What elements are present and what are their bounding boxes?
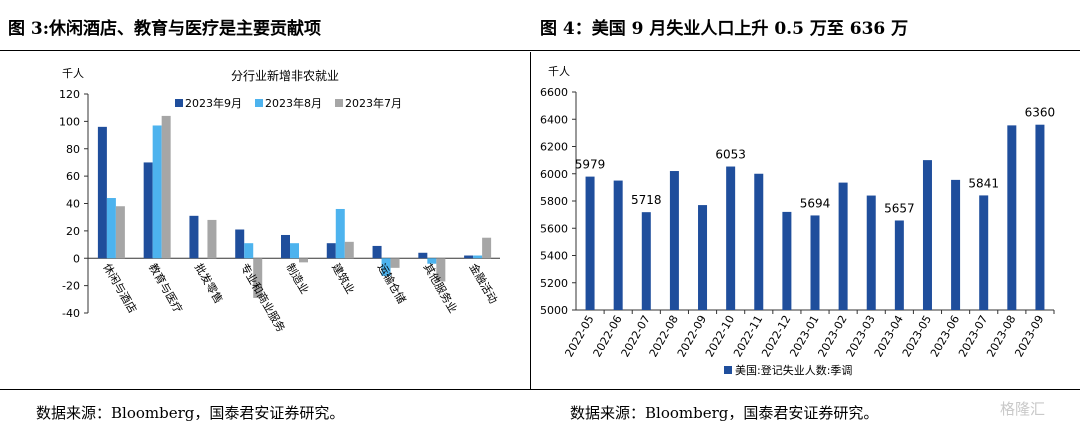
right-source-note: 数据来源：Bloomberg，国泰君安证券研究。 <box>570 404 879 422</box>
left-bar <box>381 258 391 277</box>
right-bar <box>726 166 736 310</box>
left-y-unit: 千人 <box>62 67 84 80</box>
left-bar <box>473 255 483 259</box>
left-bar <box>482 237 492 259</box>
left-category-label: 休闲与酒店 <box>100 261 140 316</box>
right-y-tick-label: 6200 <box>540 141 568 154</box>
left-bar <box>418 252 428 259</box>
right-data-label: 5694 <box>800 196 831 210</box>
left-chart-title: 分行业新增非农就业 <box>231 68 339 83</box>
left-bar <box>244 243 254 259</box>
left-y-tick-label: 120 <box>59 88 80 101</box>
left-bar <box>143 162 153 259</box>
left-y-tick-label: 80 <box>66 143 80 156</box>
right-panel-title: 图 4：美国 9 月失业人口上升 0.5 万至 636 万 <box>540 19 909 39</box>
left-y-tick-label: 40 <box>66 198 80 211</box>
left-category-label: 教育与医疗 <box>146 261 186 316</box>
right-y-tick-label: 5600 <box>540 222 568 235</box>
right-bar <box>894 220 904 310</box>
right-y-tick-label: 6400 <box>540 113 568 126</box>
left-y-tick-label: 0 <box>73 252 80 265</box>
left-category-label: 金融活动 <box>467 261 501 306</box>
right-bar <box>613 180 623 310</box>
left-bar <box>97 126 107 259</box>
left-bar <box>427 258 437 264</box>
left-y-tick-label: 60 <box>66 170 80 183</box>
right-y-tick-label: 5000 <box>540 304 568 317</box>
right-legend-label: 美国:登记失业人数:季调 <box>735 363 852 377</box>
left-bar <box>115 206 125 259</box>
right-bar <box>585 176 595 310</box>
right-bar <box>838 182 848 310</box>
left-bar <box>464 255 474 259</box>
header-rule <box>0 50 1080 51</box>
watermark-logo: 格隆汇 <box>1000 400 1046 418</box>
left-bar <box>189 215 199 259</box>
left-legend-swatch <box>175 99 183 107</box>
left-bar <box>372 245 382 259</box>
left-y-tick-label: -20 <box>62 280 80 293</box>
left-bar <box>390 258 400 268</box>
left-bar <box>436 258 446 282</box>
right-bar <box>1035 124 1045 310</box>
left-bar <box>106 198 116 259</box>
right-data-label: 5657 <box>884 201 915 215</box>
left-bar <box>253 258 263 298</box>
right-data-label: 5979 <box>575 158 606 172</box>
right-bar <box>641 212 651 310</box>
right-y-tick-label: 6000 <box>540 168 568 181</box>
left-bar <box>335 208 345 259</box>
right-bar <box>782 211 792 310</box>
right-y-tick-label: 5200 <box>540 277 568 290</box>
left-bar <box>235 229 245 259</box>
left-legend-label: 2023年8月 <box>265 96 322 110</box>
right-bar <box>810 215 820 310</box>
right-bar <box>922 160 932 310</box>
right-bar <box>698 205 708 310</box>
left-y-tick-label: 100 <box>59 115 80 128</box>
left-panel-title: 图 3:休闲酒店、教育与医疗是主要贡献项 <box>8 19 322 39</box>
left-legend-label: 2023年9月 <box>185 96 242 110</box>
left-legend-swatch <box>335 99 343 107</box>
left-y-tick-label: 20 <box>66 225 80 238</box>
right-bar <box>951 179 961 310</box>
left-category-label: 专业和商业服务 <box>238 261 289 335</box>
left-bar <box>281 234 290 259</box>
right-y-tick-label: 5400 <box>540 250 568 263</box>
right-bar <box>669 171 679 310</box>
left-legend-label: 2023年7月 <box>345 96 402 110</box>
left-category-label: 制造业 <box>283 261 312 297</box>
left-bar <box>299 258 308 263</box>
right-data-label: 6053 <box>715 148 746 162</box>
left-y-tick-label: -40 <box>62 307 80 320</box>
right-bar <box>1007 125 1017 310</box>
right-y-tick-label: 6600 <box>540 86 568 99</box>
right-bar <box>866 195 876 310</box>
right-data-label: 5718 <box>631 193 662 207</box>
left-bar <box>326 243 336 259</box>
left-legend-swatch <box>255 99 263 107</box>
left-source-note: 数据来源：Bloomberg，国泰君安证券研究。 <box>36 404 345 422</box>
footer-rule <box>0 389 1080 390</box>
panel-divider <box>530 52 531 390</box>
left-category-label: 建筑业 <box>329 261 358 297</box>
left-bar <box>161 115 171 259</box>
right-data-label: 5841 <box>968 176 999 190</box>
left-category-label: 批发零售 <box>192 261 226 306</box>
right-y-unit: 千人 <box>548 65 570 78</box>
right-bar <box>979 195 989 310</box>
left-bar <box>207 219 217 259</box>
left-bar <box>344 241 354 259</box>
left-bar <box>290 243 299 259</box>
right-bar <box>754 173 764 310</box>
right-data-label: 6360 <box>1025 106 1056 120</box>
right-legend-swatch <box>724 366 732 374</box>
left-bar <box>152 125 162 259</box>
right-y-tick-label: 5800 <box>540 195 568 208</box>
